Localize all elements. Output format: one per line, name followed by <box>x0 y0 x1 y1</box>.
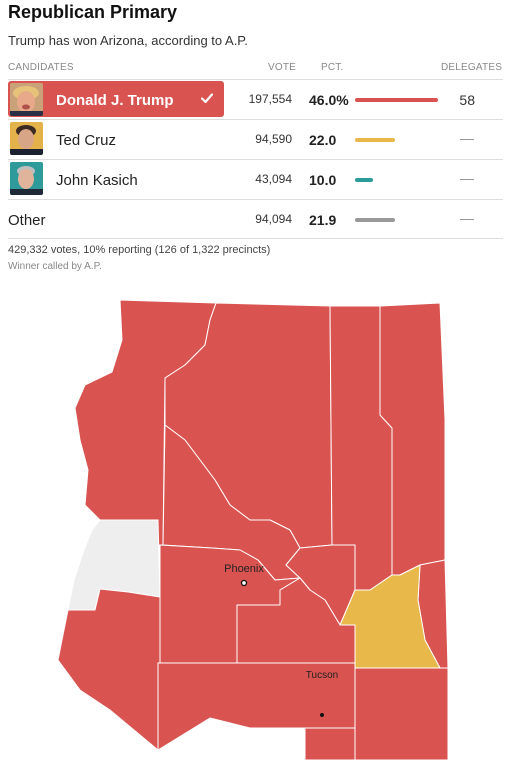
winner-highlight: Donald J. Trump <box>8 81 224 117</box>
city-label-phoenix: Phoenix <box>224 563 264 575</box>
candidate-row-kasich: John Kasich 43,094 10.0 — <box>8 160 503 199</box>
candidate-name: John Kasich <box>56 172 138 189</box>
vote-pct: 22.0 <box>309 132 337 148</box>
pct-bar <box>355 98 438 102</box>
header-candidates: CANDIDATES <box>8 62 74 73</box>
candidate-row-trump: Donald J. Trump 197,554 46.0% 58 <box>8 80 503 119</box>
delegate-dash: — <box>460 179 474 180</box>
candidate-name: Ted Cruz <box>56 132 117 149</box>
vote-pct: 21.9 <box>309 212 337 228</box>
vote-count: 94,094 <box>255 212 292 226</box>
pct-bar <box>355 178 373 182</box>
county-cochise[interactable] <box>354 667 449 761</box>
city-label-tucson: Tucson <box>306 670 338 681</box>
pct-bar <box>355 218 395 222</box>
pct-bar <box>355 138 395 142</box>
candidate-name: Donald J. Trump <box>56 92 174 109</box>
divider <box>8 79 503 80</box>
result-subtitle: Trump has won Arizona, according to A.P. <box>8 33 248 48</box>
county-map: Phoenix Tucson <box>57 299 449 761</box>
county-graham[interactable] <box>339 564 441 669</box>
vote-count: 94,590 <box>255 132 292 146</box>
phoenix-marker <box>240 579 248 587</box>
cruz-photo <box>10 122 43 155</box>
delegate-dash: — <box>460 219 474 220</box>
delegate-count: 58 <box>459 92 475 108</box>
divider <box>8 199 503 200</box>
county-santa-cruz[interactable] <box>304 727 356 761</box>
kasich-photo <box>10 162 43 195</box>
page-title: Republican Primary <box>8 2 178 22</box>
vote-count: 197,554 <box>248 92 292 106</box>
header-pct: PCT. <box>321 62 344 73</box>
divider <box>8 159 503 160</box>
reporting-status: 429,332 votes, 10% reporting (126 of 1,3… <box>8 244 271 256</box>
check-icon <box>200 93 214 104</box>
header-delegates: DELEGATES <box>441 62 503 73</box>
header-vote: VOTE <box>268 62 297 73</box>
vote-pct: 46.0% <box>309 92 349 108</box>
county-yuma[interactable] <box>57 588 161 751</box>
vote-pct: 10.0 <box>309 172 337 188</box>
divider <box>8 119 503 120</box>
candidate-row-other: Other 94,094 21.9 — <box>8 200 503 239</box>
vote-count: 43,094 <box>255 172 292 186</box>
tucson-marker <box>320 713 324 717</box>
candidate-row-cruz: Ted Cruz 94,590 22.0 — <box>8 120 503 159</box>
candidate-name: Other <box>8 212 46 229</box>
divider <box>8 238 503 239</box>
trump-photo <box>10 83 43 116</box>
winner-called-note: Winner called by A.P. <box>8 261 102 272</box>
delegate-dash: — <box>460 139 474 140</box>
